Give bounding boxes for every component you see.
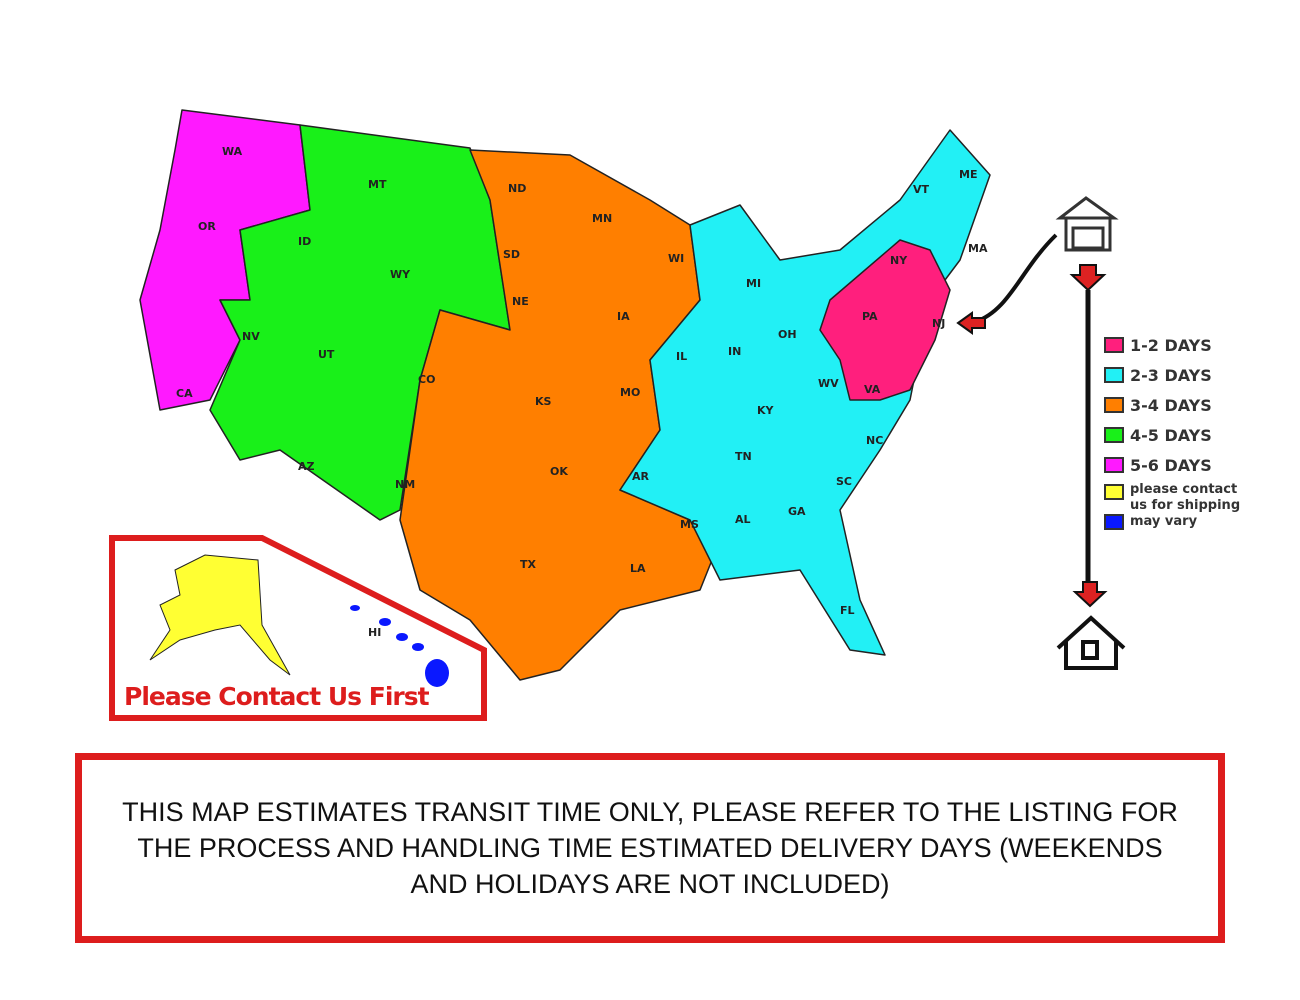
swatch <box>1104 367 1124 383</box>
state-label-ks: KS <box>535 395 552 408</box>
state-label-mo: MO <box>620 386 640 399</box>
notice-text: THIS MAP ESTIMATES TRANSIT TIME ONLY, PL… <box>122 797 1178 899</box>
state-label-pa: PA <box>862 310 878 323</box>
legend: 1-2 DAYS 2-3 DAYS 3-4 DAYS 4-5 DAYS 5-6 … <box>1104 330 1240 530</box>
state-label-sd: SD <box>503 248 520 261</box>
state-label-wy: WY <box>390 268 411 281</box>
state-label-ny: NY <box>890 254 908 267</box>
state-label-vt: VT <box>913 183 930 196</box>
state-label-nv: NV <box>242 330 260 343</box>
legend-item-3-4: 3-4 DAYS <box>1104 390 1240 420</box>
legend-item-5-6: 5-6 DAYS <box>1104 450 1240 480</box>
state-label-nj: NJ <box>932 317 945 330</box>
swatch <box>1104 427 1124 443</box>
legend-item-contact: please contact us for shipping may vary <box>1104 482 1240 530</box>
warehouse-icon <box>1055 196 1119 252</box>
state-label-ky: KY <box>757 404 775 417</box>
alaska-shape <box>149 554 291 676</box>
zone-1-2-region <box>819 239 951 401</box>
state-label-ca: CA <box>176 387 193 400</box>
state-label-ne: NE <box>512 295 529 308</box>
legend-label: 2-3 DAYS <box>1130 365 1212 385</box>
state-label-id: ID <box>298 235 311 248</box>
state-label-ms: MS <box>680 518 699 531</box>
state-label-nd: ND <box>508 182 526 195</box>
down-arrow-icon <box>1069 264 1107 292</box>
alaska-hawaii-inset-border <box>109 535 487 721</box>
legend-label: 3-4 DAYS <box>1130 395 1212 415</box>
state-label-mi: MI <box>746 277 761 290</box>
swatch <box>1104 337 1124 353</box>
legend-label: us for shipping <box>1130 498 1241 513</box>
legend-item-4-5: 4-5 DAYS <box>1104 420 1240 450</box>
house-icon <box>1056 615 1126 670</box>
legend-label: 1-2 DAYS <box>1130 335 1212 355</box>
state-label-wv: WV <box>818 377 839 390</box>
state-label-il: IL <box>676 350 687 363</box>
swatch <box>1104 397 1124 413</box>
state-label-oh: OH <box>778 328 797 341</box>
state-label-la: LA <box>630 562 646 575</box>
left-arrow-icon <box>956 311 986 335</box>
state-label-sc: SC <box>836 475 852 488</box>
state-label-fl: FL <box>840 604 855 617</box>
legend-label: please contact <box>1130 482 1238 497</box>
state-label-wi: WI <box>668 252 684 265</box>
state-label-tn: TN <box>735 450 752 463</box>
legend-label: may vary <box>1130 514 1198 529</box>
state-label-ia: IA <box>617 310 630 323</box>
state-label-ut: UT <box>318 348 335 361</box>
swatch <box>1104 457 1124 473</box>
state-label-or: OR <box>198 220 216 233</box>
state-label-ok: OK <box>550 465 568 478</box>
state-label-in: IN <box>728 345 741 358</box>
state-label-ar: AR <box>632 470 650 483</box>
transit-notice: THIS MAP ESTIMATES TRANSIT TIME ONLY, PL… <box>75 753 1225 943</box>
inset-label: Please Contact Us First <box>124 682 430 711</box>
legend-label: 5-6 DAYS <box>1130 455 1212 475</box>
state-label-wa: WA <box>222 145 243 158</box>
state-label-al: AL <box>735 513 751 526</box>
route-curve <box>974 233 1058 324</box>
state-label-hi: HI <box>368 626 381 639</box>
state-label-me: ME <box>959 168 977 181</box>
state-label-nm: NM <box>395 478 415 491</box>
down-arrow-icon <box>1072 581 1108 608</box>
legend-label: 4-5 DAYS <box>1130 425 1212 445</box>
state-label-nc: NC <box>866 434 883 447</box>
state-label-mn: MN <box>592 212 612 225</box>
state-label-ga: GA <box>788 505 806 518</box>
legend-item-1-2: 1-2 DAYS <box>1104 330 1240 360</box>
swatch <box>1104 514 1124 530</box>
state-label-ma: MA <box>968 242 988 255</box>
swatch <box>1104 484 1124 500</box>
state-label-az: AZ <box>298 460 315 473</box>
state-label-mt: MT <box>368 178 387 191</box>
state-label-tx: TX <box>520 558 537 571</box>
hawaii-shape <box>350 605 449 687</box>
state-label-va: VA <box>864 383 881 396</box>
legend-item-2-3: 2-3 DAYS <box>1104 360 1240 390</box>
state-label-co: CO <box>418 373 435 386</box>
